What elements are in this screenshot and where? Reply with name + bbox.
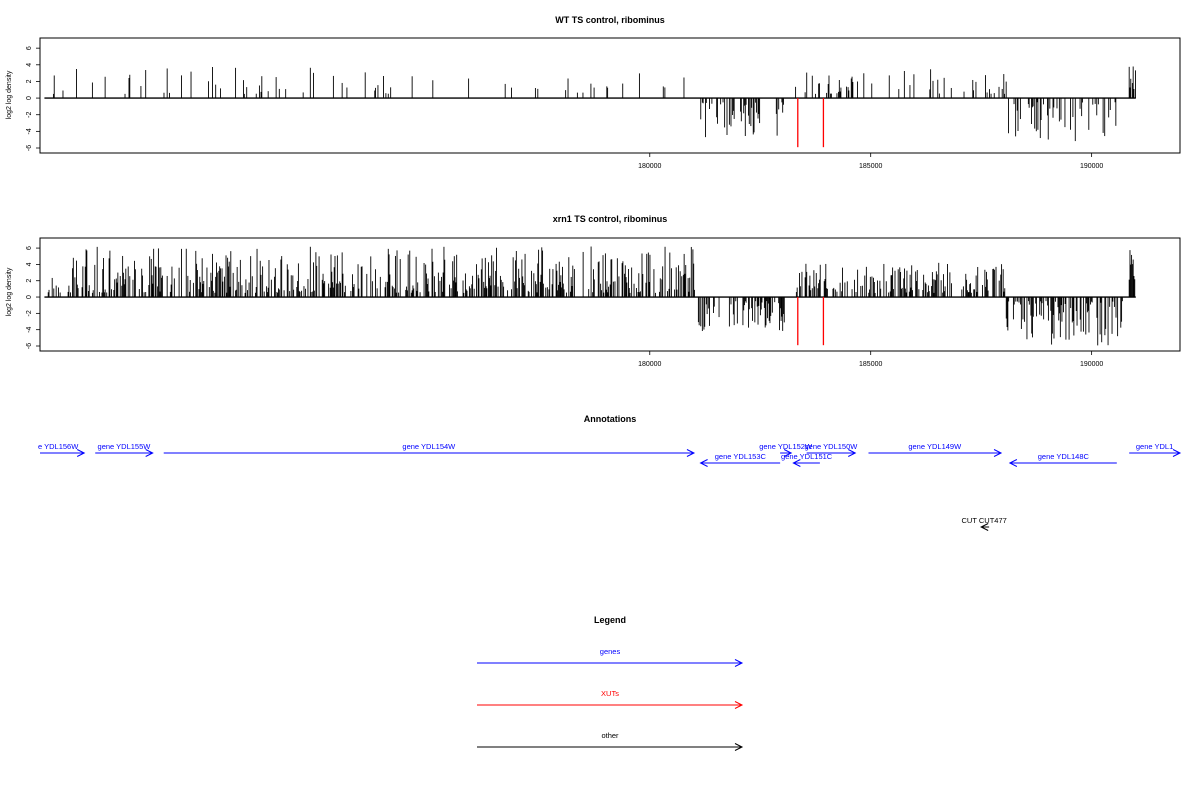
feature-arrowhead bbox=[980, 523, 989, 531]
annotation-feature: gene YDL1 bbox=[1129, 442, 1182, 457]
y-tick-label: -6 bbox=[26, 145, 33, 151]
x-tick-label: 185000 bbox=[859, 361, 882, 368]
plot-frame bbox=[39, 37, 1181, 154]
annotation-feature: gene YDL155W bbox=[95, 442, 154, 457]
y-axis-label: log2 log density bbox=[6, 267, 13, 316]
y-tick-label: -2 bbox=[26, 112, 33, 118]
feature-arrowhead bbox=[1172, 449, 1182, 457]
y-tick-label: -4 bbox=[26, 326, 33, 332]
annotation-feature: gene YDL154W bbox=[163, 442, 696, 457]
annotation-feature: gene YDL149W bbox=[868, 442, 1003, 457]
feature-label: gene YDL1 bbox=[1136, 442, 1173, 451]
annotation-features: e YDL156W gene YDL155W gene YDL154W gene YD… bbox=[38, 442, 1182, 531]
feature-arrowhead bbox=[1008, 459, 1018, 467]
annotations-track: Annotations e YDL156W gene YDL155W gene YD… bbox=[38, 414, 1182, 531]
annotation-feature: gene YDL153C bbox=[699, 452, 781, 467]
feature-label: gene YDL155W bbox=[98, 442, 152, 451]
annotation-feature: gene YDL152W bbox=[759, 442, 813, 457]
legend-arrowhead bbox=[734, 659, 744, 667]
feature-arrowhead bbox=[848, 449, 857, 457]
feature-label: gene YDL149W bbox=[908, 442, 962, 451]
y-tick-label: 2 bbox=[26, 279, 33, 283]
y-tick-label: 2 bbox=[26, 79, 33, 83]
y-axis: -6 -4 -2 0 2 4 6 bbox=[26, 46, 40, 151]
y-tick-label: 0 bbox=[26, 96, 33, 100]
legend-label: genes bbox=[600, 647, 621, 656]
x-axis: 180000 185000 190000 bbox=[638, 153, 1103, 170]
legend-title: Legend bbox=[594, 615, 626, 625]
feature-label: e YDL156W bbox=[38, 442, 79, 451]
feature-label: gene YDL150W bbox=[805, 442, 859, 451]
legend-entry: XUTs bbox=[477, 689, 744, 709]
annotations-title: Annotations bbox=[584, 414, 637, 424]
y-tick-label: -2 bbox=[26, 310, 33, 316]
y-tick-label: -6 bbox=[26, 343, 33, 349]
annotation-feature: gene YDL148C bbox=[1008, 452, 1117, 467]
panel-title: xrn1 TS control, ribominus bbox=[553, 214, 668, 224]
feature-arrowhead bbox=[686, 449, 696, 457]
legend-entry: other bbox=[477, 731, 744, 751]
y-axis: -6 -4 -2 0 2 4 6 bbox=[26, 246, 40, 349]
legend-entries: genes XUTs other bbox=[477, 647, 744, 751]
legend-arrowhead bbox=[734, 743, 744, 751]
legend: Legend genes XUTs other bbox=[477, 615, 744, 751]
y-tick-label: 6 bbox=[26, 46, 33, 50]
feature-arrowhead bbox=[783, 449, 793, 457]
annotation-feature: gene YDL151C bbox=[781, 452, 833, 467]
density-bars bbox=[44, 66, 1136, 148]
density-bars bbox=[44, 246, 1136, 346]
feature-label: gene YDL151C bbox=[781, 452, 833, 461]
feature-label: CUT CUT477 bbox=[962, 516, 1007, 525]
feature-arrowhead bbox=[792, 459, 801, 467]
annotation-feature: e YDL156W bbox=[38, 442, 86, 457]
y-tick-label: 0 bbox=[26, 295, 33, 299]
feature-label: gene YDL154W bbox=[402, 442, 456, 451]
feature-label: gene YDL152W bbox=[759, 442, 813, 451]
x-axis: 180000 185000 190000 bbox=[638, 351, 1103, 368]
legend-label: other bbox=[601, 731, 619, 740]
x-tick-label: 190000 bbox=[1080, 163, 1103, 170]
y-tick-label: 4 bbox=[26, 262, 33, 266]
legend-label: XUTs bbox=[601, 689, 619, 698]
feature-arrowhead bbox=[699, 459, 708, 467]
y-axis-label: log2 log density bbox=[6, 70, 13, 119]
annotation-feature: CUT CUT477 bbox=[962, 516, 1007, 531]
feature-arrowhead bbox=[993, 449, 1003, 457]
x-tick-label: 180000 bbox=[638, 163, 661, 170]
wt-density-panel: WT TS control, ribominus log2 log densit… bbox=[6, 15, 1181, 170]
legend-entry: genes bbox=[477, 647, 744, 667]
feature-label: gene YDL153C bbox=[715, 452, 767, 461]
feature-label: gene YDL148C bbox=[1038, 452, 1090, 461]
x-tick-label: 185000 bbox=[859, 163, 882, 170]
x-tick-label: 190000 bbox=[1080, 361, 1103, 368]
y-tick-label: 6 bbox=[26, 246, 33, 250]
feature-arrowhead bbox=[76, 449, 86, 457]
legend-arrowhead bbox=[734, 701, 744, 709]
annotation-feature: gene YDL150W bbox=[805, 442, 859, 457]
y-tick-label: -4 bbox=[26, 128, 33, 134]
y-tick-label: 4 bbox=[26, 63, 33, 67]
feature-arrowhead bbox=[145, 449, 154, 457]
plot-frame bbox=[39, 237, 1181, 352]
panel-title: WT TS control, ribominus bbox=[555, 15, 665, 25]
xrn1-density-panel: xrn1 TS control, ribominus log2 log dens… bbox=[6, 214, 1181, 368]
x-tick-label: 180000 bbox=[638, 361, 661, 368]
